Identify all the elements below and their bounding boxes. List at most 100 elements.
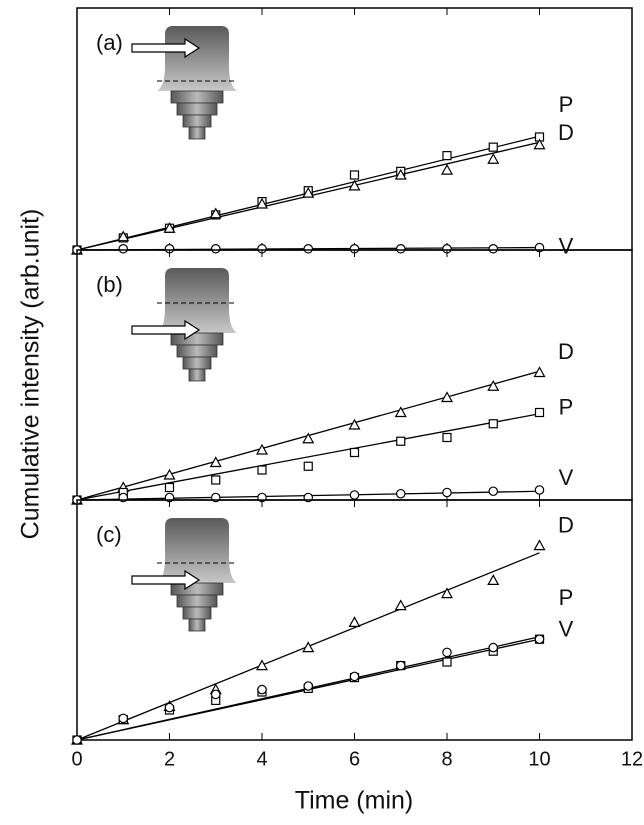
marker-triangle xyxy=(348,179,361,191)
series-label: D xyxy=(558,339,574,364)
series-label: V xyxy=(559,465,574,490)
marker-circle xyxy=(534,485,545,495)
marker-triangle xyxy=(533,539,546,551)
marker-triangle xyxy=(394,599,407,611)
icon-tier xyxy=(176,102,218,116)
marker-circle xyxy=(488,243,499,254)
marker-triangle xyxy=(533,138,546,150)
marker-circle xyxy=(442,647,452,658)
marker-circle xyxy=(303,243,314,254)
icon-arrow xyxy=(131,37,201,59)
marker-triangle xyxy=(394,168,407,180)
y-axis-label: Cumulative intensity (arb.unit) xyxy=(17,209,45,540)
marker-triangle xyxy=(487,153,500,164)
marker-circle xyxy=(210,243,221,254)
marker-triangle xyxy=(255,659,269,671)
x-tick-label: 4 xyxy=(256,748,267,770)
icon-tier xyxy=(170,582,224,596)
marker-square xyxy=(303,461,313,471)
marker-circle xyxy=(534,634,545,644)
panel-frame xyxy=(76,249,633,501)
marker-triangle xyxy=(487,380,500,391)
marker-square xyxy=(442,657,452,667)
marker-circle xyxy=(72,735,82,745)
marker-circle xyxy=(488,642,499,653)
icon-tier xyxy=(188,126,206,140)
icon-tier xyxy=(182,606,212,620)
marker-square xyxy=(349,447,360,458)
marker-circle xyxy=(118,243,129,254)
marker-square xyxy=(442,151,452,161)
marker-triangle xyxy=(348,616,361,628)
series-label: P xyxy=(559,395,574,420)
marker-circle xyxy=(118,713,129,724)
marker-circle xyxy=(257,684,267,695)
marker-triangle xyxy=(117,230,130,242)
icon-arrow xyxy=(131,319,201,341)
marker-triangle xyxy=(302,186,315,198)
marker-circle xyxy=(349,490,360,500)
series-label: V xyxy=(559,617,574,642)
marker-circle xyxy=(164,702,175,713)
marker-circle xyxy=(349,671,360,682)
marker-square xyxy=(442,432,452,443)
series-label: D xyxy=(558,513,574,538)
marker-square xyxy=(396,436,406,446)
icon-tier xyxy=(170,90,224,104)
icon-body xyxy=(157,26,237,91)
x-tick-label: 0 xyxy=(71,748,82,770)
x-tick-label: 12 xyxy=(621,748,643,770)
marker-triangle xyxy=(163,221,176,233)
x-tick-label: 6 xyxy=(349,748,360,770)
marker-triangle xyxy=(533,366,546,378)
marker-square xyxy=(488,142,498,152)
icon-tier xyxy=(176,594,218,608)
series-label: P xyxy=(559,585,574,610)
marker-triangle xyxy=(163,468,176,480)
panel-label: (b) xyxy=(96,272,123,297)
x-tick-label: 2 xyxy=(164,748,175,770)
icon-tier xyxy=(182,356,212,370)
series-label: V xyxy=(559,233,574,258)
icon-body xyxy=(157,268,237,333)
marker-circle xyxy=(442,487,452,498)
marker-square xyxy=(488,419,498,429)
icon-tier xyxy=(188,368,206,382)
marker-triangle xyxy=(255,197,269,209)
marker-square xyxy=(257,465,267,475)
icon-tier xyxy=(188,618,206,632)
panel-label: (a) xyxy=(96,30,123,55)
icon-arrow xyxy=(131,569,201,591)
marker-circle xyxy=(395,660,406,671)
marker-triangle xyxy=(440,391,454,403)
marker-square xyxy=(211,475,221,485)
icon-tier xyxy=(176,344,218,358)
x-axis-label: Time (min) xyxy=(295,787,414,815)
fit-line xyxy=(76,413,540,501)
marker-square xyxy=(349,170,360,180)
icon-tier xyxy=(170,332,224,346)
x-tick-label: 10 xyxy=(528,748,550,770)
marker-triangle xyxy=(394,406,407,418)
marker-square xyxy=(164,482,175,493)
marker-square xyxy=(534,407,545,418)
marker-triangle xyxy=(209,207,222,219)
marker-circle xyxy=(303,681,314,691)
icon-tier xyxy=(182,114,212,128)
marker-triangle xyxy=(440,163,454,175)
marker-triangle xyxy=(302,641,315,653)
x-tick-label: 8 xyxy=(441,748,452,770)
marker-circle xyxy=(210,689,221,700)
marker-circle xyxy=(488,486,499,497)
marker-triangle xyxy=(348,418,361,430)
marker-triangle xyxy=(487,574,500,586)
marker-triangle xyxy=(302,432,315,444)
icon-body xyxy=(157,518,237,583)
series-label: P xyxy=(559,92,574,117)
series-label: D xyxy=(558,120,574,145)
marker-triangle xyxy=(209,456,222,468)
panel-label: (c) xyxy=(96,522,122,547)
marker-triangle xyxy=(255,443,269,455)
marker-circle xyxy=(395,243,406,254)
